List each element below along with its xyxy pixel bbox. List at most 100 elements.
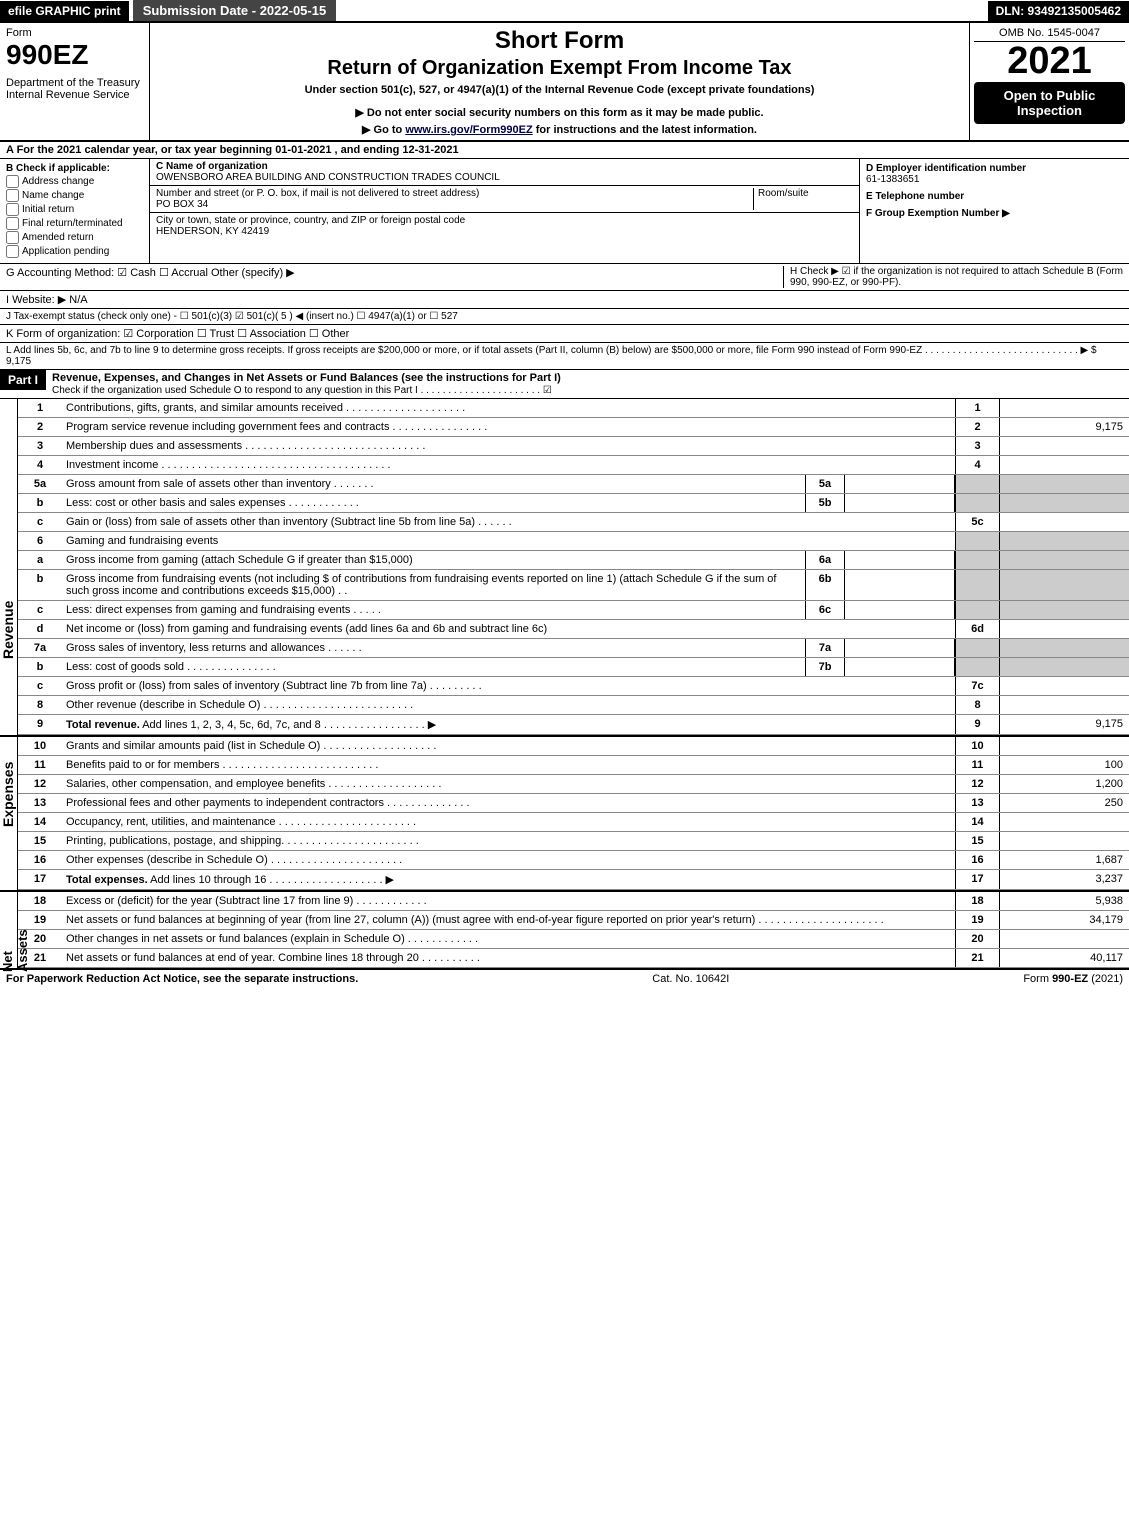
amount-label-grey (955, 639, 999, 657)
table-row: 6 Gaming and fundraising events (18, 532, 1129, 551)
ein-value: 61-1383651 (866, 174, 919, 185)
section-c: C Name of organization OWENSBORO AREA BU… (150, 159, 859, 263)
line-number: 6 (18, 532, 62, 550)
table-row: 17 Total expenses. Add lines 10 through … (18, 870, 1129, 890)
amount-value (999, 437, 1129, 455)
chk-address-change[interactable]: Address change (6, 175, 143, 188)
table-row: 14 Occupancy, rent, utilities, and maint… (18, 813, 1129, 832)
line-description: Less: cost of goods sold . . . . . . . .… (62, 658, 805, 676)
amount-label: 19 (955, 911, 999, 929)
section-def: D Employer identification number 61-1383… (859, 159, 1129, 263)
line-description: Occupancy, rent, utilities, and maintena… (62, 813, 955, 831)
chk-label: Initial return (22, 204, 74, 215)
amount-label: 17 (955, 870, 999, 889)
table-row: 2 Program service revenue including gove… (18, 418, 1129, 437)
amount-label-grey (955, 494, 999, 512)
line-description: Net assets or fund balances at end of ye… (62, 949, 955, 967)
amount-value-grey (999, 494, 1129, 512)
table-row: 3 Membership dues and assessments . . . … (18, 437, 1129, 456)
group-exemption-block: F Group Exemption Number ▶ (866, 208, 1123, 219)
amount-label-grey (955, 658, 999, 676)
goto-link-text: ▶ Go to www.irs.gov/Form990EZ for instru… (158, 123, 961, 136)
part1-title: Revenue, Expenses, and Changes in Net As… (52, 372, 561, 384)
line-number: b (18, 494, 62, 512)
amount-value (999, 813, 1129, 831)
table-row: b Gross income from fundraising events (… (18, 570, 1129, 601)
section-b: B Check if applicable: Address change Na… (0, 159, 150, 263)
amount-label: 3 (955, 437, 999, 455)
line-number: a (18, 551, 62, 569)
amount-value (999, 399, 1129, 417)
sub-amount-label: 6b (805, 570, 845, 600)
line-number: d (18, 620, 62, 638)
amount-label-grey (955, 551, 999, 569)
line-number: 1 (18, 399, 62, 417)
chk-amended-return[interactable]: Amended return (6, 231, 143, 244)
line-number: 17 (18, 870, 62, 889)
amount-value: 9,175 (999, 715, 1129, 734)
amount-value (999, 832, 1129, 850)
amount-label: 15 (955, 832, 999, 850)
revenue-side-band: Revenue (0, 399, 18, 735)
chk-application-pending[interactable]: Application pending (6, 245, 143, 258)
amount-value (999, 930, 1129, 948)
amount-label: 9 (955, 715, 999, 734)
header-right: OMB No. 1545-0047 2021 Open to Public In… (969, 23, 1129, 140)
irs-link[interactable]: www.irs.gov/Form990EZ (405, 124, 532, 136)
info-block: B Check if applicable: Address change Na… (0, 159, 1129, 264)
amount-value: 1,200 (999, 775, 1129, 793)
line-number: 4 (18, 456, 62, 474)
amount-value (999, 696, 1129, 714)
amount-label: 2 (955, 418, 999, 436)
table-row: 4 Investment income . . . . . . . . . . … (18, 456, 1129, 475)
part1-header-row: Part I Revenue, Expenses, and Changes in… (0, 370, 1129, 399)
grp-label: F Group Exemption Number ▶ (866, 208, 1010, 219)
amount-value (999, 513, 1129, 531)
amount-label: 8 (955, 696, 999, 714)
table-row: b Less: cost or other basis and sales ex… (18, 494, 1129, 513)
efile-print-button[interactable]: efile GRAPHIC print (0, 1, 129, 21)
header-left: Form 990EZ Department of the Treasury In… (0, 23, 150, 140)
org-name: OWENSBORO AREA BUILDING AND CONSTRUCTION… (156, 172, 500, 183)
line-description: Total expenses. Add lines 10 through 16 … (62, 870, 955, 889)
expenses-rows: 10 Grants and similar amounts paid (list… (18, 737, 1129, 890)
amount-value: 40,117 (999, 949, 1129, 967)
amount-label: 21 (955, 949, 999, 967)
sub-amount-label: 7a (805, 639, 845, 657)
amount-label-grey (955, 570, 999, 600)
amount-label: 12 (955, 775, 999, 793)
table-row: 13 Professional fees and other payments … (18, 794, 1129, 813)
sub-amount-label: 5b (805, 494, 845, 512)
line-number: 5a (18, 475, 62, 493)
expenses-side-band: Expenses (0, 737, 18, 890)
line-description: Net assets or fund balances at beginning… (62, 911, 955, 929)
line-number: 14 (18, 813, 62, 831)
amount-value: 250 (999, 794, 1129, 812)
line-number: c (18, 677, 62, 695)
section-i: I Website: ▶ N/A (0, 291, 1129, 309)
chk-final-return[interactable]: Final return/terminated (6, 217, 143, 230)
amount-value-grey (999, 601, 1129, 619)
line-number: 8 (18, 696, 62, 714)
amount-value-grey (999, 658, 1129, 676)
line-description: Other changes in net assets or fund bala… (62, 930, 955, 948)
section-b-title: B Check if applicable: (6, 163, 143, 174)
amount-label: 11 (955, 756, 999, 774)
chk-label: Name change (22, 190, 84, 201)
line-description: Gross income from gaming (attach Schedul… (62, 551, 805, 569)
section-h: H Check ▶ ☑ if the organization is not r… (783, 266, 1123, 288)
line-description: Program service revenue including govern… (62, 418, 955, 436)
chk-name-change[interactable]: Name change (6, 189, 143, 202)
amount-label: 6d (955, 620, 999, 638)
line-description: Net income or (loss) from gaming and fun… (62, 620, 955, 638)
table-row: 18 Excess or (deficit) for the year (Sub… (18, 892, 1129, 911)
netassets-rows: 18 Excess or (deficit) for the year (Sub… (18, 892, 1129, 968)
ein-block: D Employer identification number 61-1383… (866, 163, 1123, 185)
chk-initial-return[interactable]: Initial return (6, 203, 143, 216)
open-to-public-box: Open to Public Inspection (974, 82, 1125, 124)
netassets-side-band: Net Assets (0, 892, 18, 968)
chk-label: Address change (22, 176, 94, 187)
table-row: 15 Printing, publications, postage, and … (18, 832, 1129, 851)
section-k: K Form of organization: ☑ Corporation ☐ … (0, 325, 1129, 343)
line-description: Investment income . . . . . . . . . . . … (62, 456, 955, 474)
